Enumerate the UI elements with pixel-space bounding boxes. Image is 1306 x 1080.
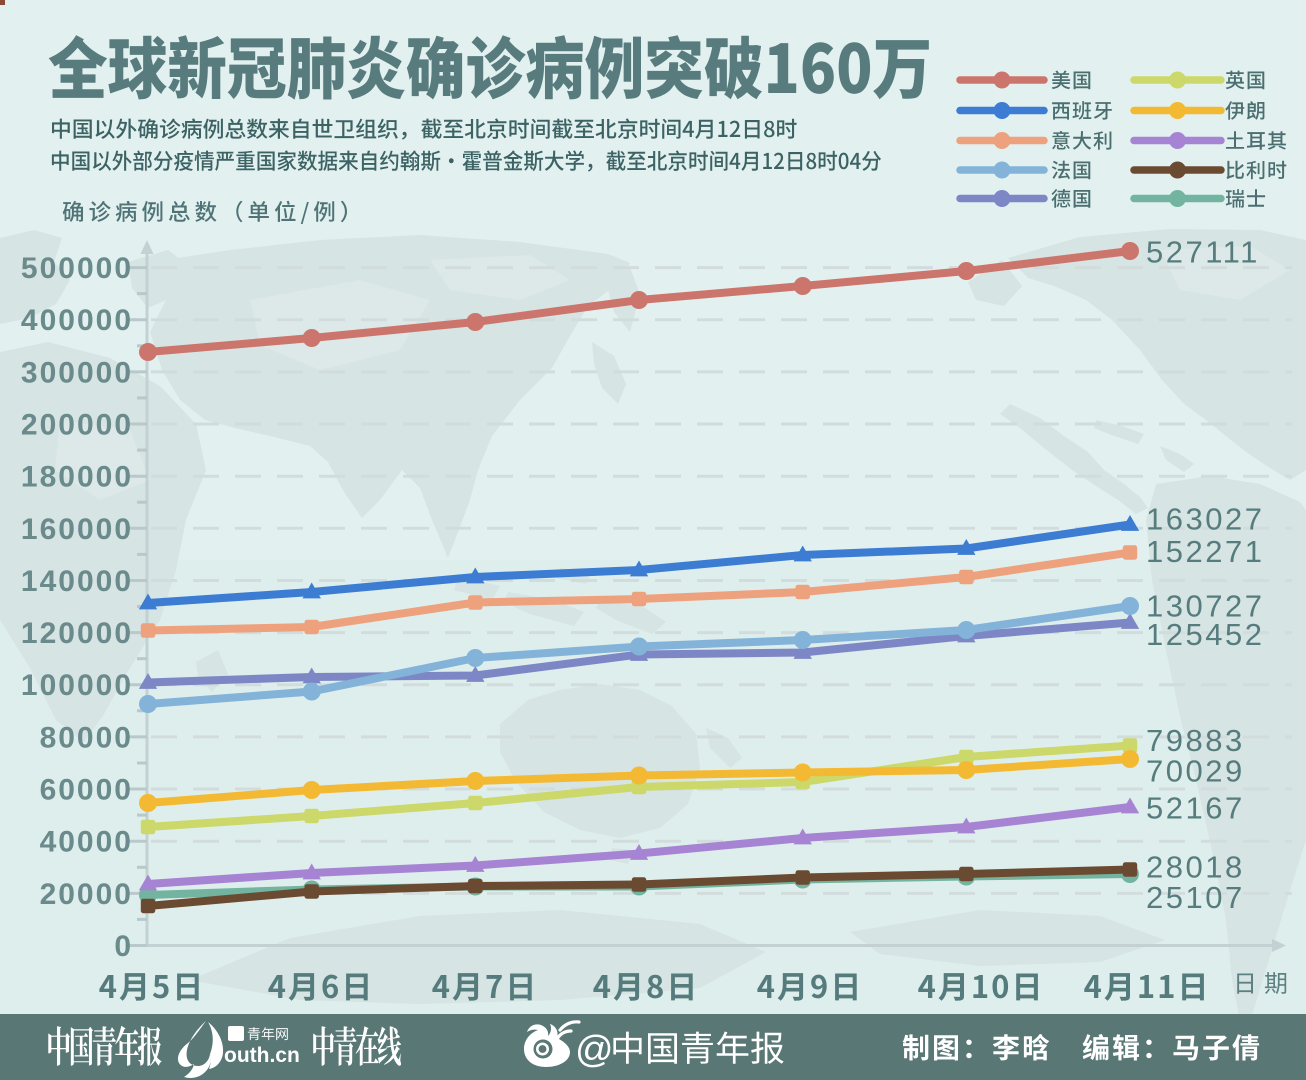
svg-text:400000: 400000 bbox=[21, 304, 133, 337]
svg-text:0: 0 bbox=[114, 930, 133, 963]
svg-text:70029: 70029 bbox=[1146, 754, 1245, 789]
svg-text:60000: 60000 bbox=[40, 774, 133, 807]
svg-text:160000: 160000 bbox=[21, 513, 133, 546]
svg-text:130727: 130727 bbox=[1146, 589, 1264, 624]
svg-text:outh.cn: outh.cn bbox=[224, 1044, 300, 1067]
svg-text:52167: 52167 bbox=[1146, 791, 1245, 826]
svg-text:200000: 200000 bbox=[21, 409, 133, 442]
svg-text:300000: 300000 bbox=[21, 356, 133, 389]
svg-text:125452: 125452 bbox=[1146, 617, 1264, 652]
svg-text:28018: 28018 bbox=[1146, 850, 1245, 885]
svg-text:100000: 100000 bbox=[21, 669, 133, 702]
svg-text:152271: 152271 bbox=[1146, 534, 1264, 569]
svg-text:40000: 40000 bbox=[40, 826, 133, 859]
svg-text:500000: 500000 bbox=[21, 252, 133, 285]
svg-text:79883: 79883 bbox=[1146, 723, 1245, 758]
svg-text:120000: 120000 bbox=[21, 617, 133, 650]
svg-text:@: @ bbox=[575, 1029, 614, 1071]
svg-text:527111: 527111 bbox=[1146, 235, 1260, 270]
svg-text:140000: 140000 bbox=[21, 565, 133, 598]
svg-text:180000: 180000 bbox=[21, 461, 133, 494]
svg-text:80000: 80000 bbox=[40, 721, 133, 754]
svg-text:163027: 163027 bbox=[1146, 502, 1264, 537]
svg-text:20000: 20000 bbox=[40, 878, 133, 911]
svg-text:25107: 25107 bbox=[1146, 880, 1245, 915]
